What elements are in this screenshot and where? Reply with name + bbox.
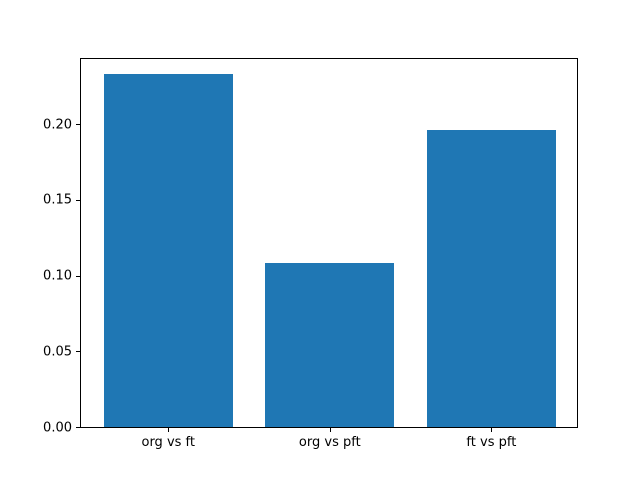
y-tick-mark: [76, 275, 80, 277]
bar-ft-vs-pft: [426, 130, 556, 427]
y-tick-label: 0.00: [43, 420, 72, 435]
y-tick-label: 0.10: [43, 268, 72, 284]
x-tick-mark: [168, 428, 170, 432]
x-tick-label-org-vs-ft: org vs ft: [141, 435, 195, 450]
y-tick-mark: [76, 199, 80, 201]
y-tick-mark: [76, 124, 80, 126]
bar-org-vs-pft: [265, 263, 395, 427]
x-tick-label-org-vs-pft: org vs pft: [298, 435, 361, 450]
x-tick-mark: [329, 428, 331, 432]
y-tick-label: 0.05: [43, 344, 72, 360]
bar-org-vs-ft: [103, 74, 233, 427]
plot-area: [80, 58, 578, 428]
y-tick-label: 0.15: [43, 192, 72, 208]
x-tick-mark: [491, 428, 493, 432]
y-tick-mark: [76, 351, 80, 353]
y-tick-mark: [76, 427, 80, 428]
y-tick-label: 0.20: [43, 117, 72, 133]
x-tick-label-ft-vs-pft: ft vs pft: [466, 435, 517, 450]
